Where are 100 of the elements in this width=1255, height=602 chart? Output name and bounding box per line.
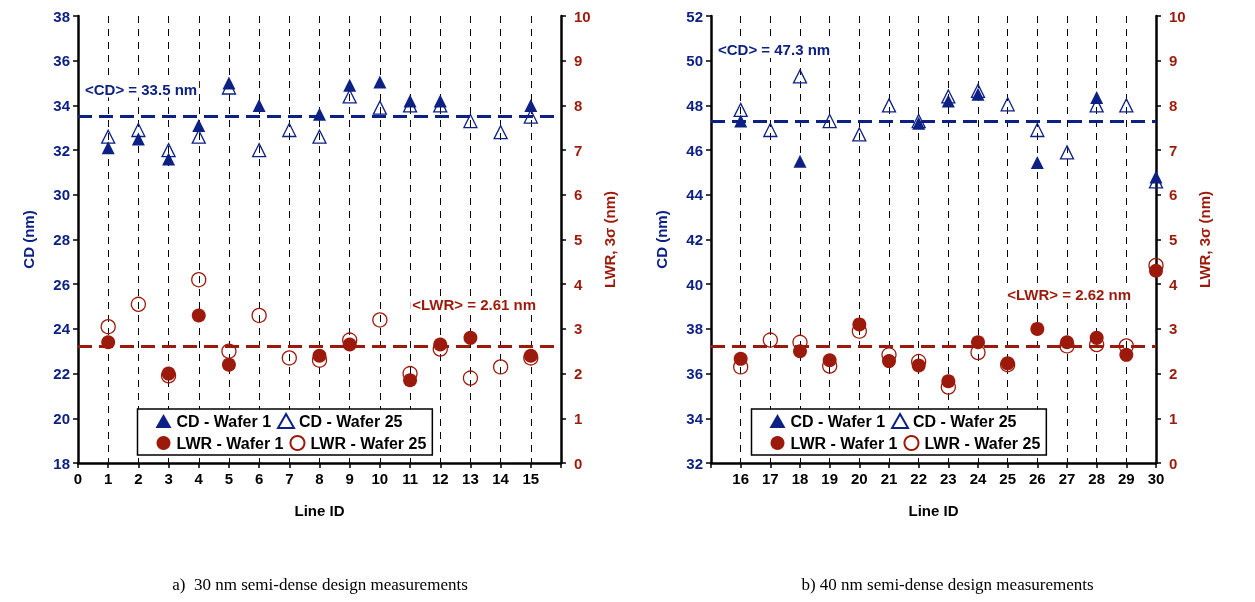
y2-tick-label: 5 — [1169, 231, 1178, 248]
point — [130, 296, 147, 312]
point — [792, 334, 808, 350]
y-tick-label: 26 — [53, 275, 70, 293]
x-tick-label: 17 — [761, 470, 779, 487]
x-tick-label: 10 — [371, 470, 389, 487]
point — [524, 98, 538, 112]
y-tick-label: 40 — [686, 275, 703, 293]
text: b) 40 nm semi-dense design measurements — [801, 575, 1094, 594]
point — [282, 122, 297, 138]
y2-axis-title: LWR, 3σ (nm) — [1195, 191, 1213, 288]
x-tick-label: 11 — [402, 470, 418, 487]
x-axis-title: Line ID — [908, 502, 959, 519]
y-axis-title: CD (nm) — [20, 210, 37, 269]
text: a) 30 nm semi-dense design measurements — [172, 575, 468, 594]
legend-label: LWR - Wafer 1 — [790, 434, 898, 452]
y2-tick-label: 7 — [574, 141, 583, 159]
legend-label: CD - Wafer 25 — [299, 412, 403, 430]
y-axis-title: CD (nm) — [653, 210, 670, 269]
point — [191, 308, 206, 323]
y-tick-label: 22 — [53, 365, 70, 383]
x-tick-label: 0 — [73, 470, 83, 487]
point — [372, 312, 388, 328]
x-tick-label: 20 — [850, 470, 868, 487]
x-tick-label: 15 — [522, 470, 540, 487]
y-tick-label: 34 — [53, 96, 71, 114]
y2-axis-title: LWR, 3σ (nm) — [600, 191, 618, 288]
y-tick-label: 28 — [53, 231, 70, 248]
x-tick-label: 8 — [315, 470, 324, 487]
point — [881, 98, 897, 113]
point — [161, 142, 176, 158]
x-tick-label: 1 — [104, 470, 113, 487]
point — [343, 78, 357, 92]
x-tick-label: 7 — [285, 470, 294, 487]
point — [462, 370, 479, 386]
y-tick-label: 36 — [686, 365, 703, 383]
legend-label: CD - Wafer 25 — [913, 412, 1017, 430]
y2-tick-label: 4 — [1169, 275, 1178, 293]
point — [1030, 321, 1045, 336]
point — [793, 154, 807, 168]
point — [822, 113, 837, 129]
y2-tick-label: 3 — [1169, 320, 1178, 338]
y2-tick-label: 9 — [1169, 52, 1178, 70]
x-tick-label: 21 — [880, 470, 898, 487]
point — [762, 332, 778, 348]
y2-tick-label: 4 — [574, 275, 583, 293]
point — [733, 102, 748, 118]
x-tick-label: 18 — [791, 470, 809, 487]
x-tick-label: 28 — [1088, 470, 1106, 487]
ref-line-label: <LWR> = 2.61 nm — [412, 296, 536, 314]
point — [251, 142, 267, 158]
point — [162, 152, 176, 166]
point — [1059, 145, 1075, 160]
point — [312, 129, 327, 144]
point — [281, 350, 297, 366]
legend-label: LWR - Wafer 25 — [924, 434, 1041, 452]
legend-label: LWR - Wafer 25 — [310, 434, 427, 452]
y2-tick-label: 7 — [1169, 141, 1178, 159]
y-tick-label: 20 — [53, 409, 70, 427]
point — [852, 127, 867, 142]
point — [251, 307, 267, 324]
point — [221, 343, 237, 359]
y2-tick-label: 8 — [1169, 96, 1178, 114]
point — [192, 119, 206, 133]
y-tick-label: 36 — [53, 52, 70, 70]
x-tick-label: 14 — [492, 470, 510, 487]
point — [373, 75, 387, 89]
point — [221, 357, 236, 372]
y-tick-label: 46 — [686, 141, 703, 159]
x-tick-label: 26 — [1028, 470, 1046, 487]
point — [463, 113, 478, 129]
point — [372, 100, 388, 115]
y-tick-label: 38 — [686, 320, 703, 338]
point — [1118, 338, 1134, 354]
y2-tick-label: 1 — [1169, 409, 1178, 427]
legend-label: CD - Wafer 1 — [176, 412, 272, 430]
x-tick-label: 22 — [910, 470, 928, 487]
y2-tick-label: 2 — [1169, 365, 1178, 383]
y2-tick-label: 6 — [574, 186, 583, 204]
ref-line-label: <LWR> = 2.62 nm — [1007, 285, 1131, 303]
legend-label: CD - Wafer 1 — [790, 412, 886, 430]
ref-line-label: <CD> = 47.3 nm — [718, 41, 831, 59]
point — [941, 89, 956, 104]
y-tick-label: 52 — [686, 7, 703, 25]
y2-tick-label: 2 — [574, 365, 583, 383]
x-tick-label: 24 — [969, 470, 987, 487]
y2-tick-label: 6 — [1169, 186, 1178, 204]
point — [493, 125, 508, 140]
y2-tick-label: 0 — [574, 454, 583, 472]
x-tick-label: 13 — [462, 470, 479, 487]
x-tick-label: 6 — [254, 470, 264, 487]
y-tick-label: 44 — [686, 186, 704, 204]
x-tick-label: 29 — [1117, 470, 1135, 487]
x-tick-label: 5 — [224, 470, 234, 487]
point — [970, 83, 986, 99]
point — [1030, 155, 1044, 169]
x-tick-label: 12 — [431, 470, 449, 487]
point — [131, 122, 146, 138]
x-tick-label: 30 — [1147, 470, 1165, 487]
point — [252, 98, 266, 112]
